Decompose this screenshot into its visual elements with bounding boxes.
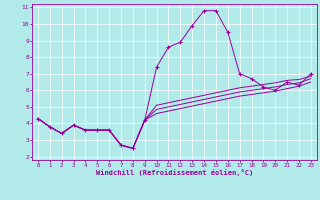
X-axis label: Windchill (Refroidissement éolien,°C): Windchill (Refroidissement éolien,°C) <box>96 169 253 176</box>
